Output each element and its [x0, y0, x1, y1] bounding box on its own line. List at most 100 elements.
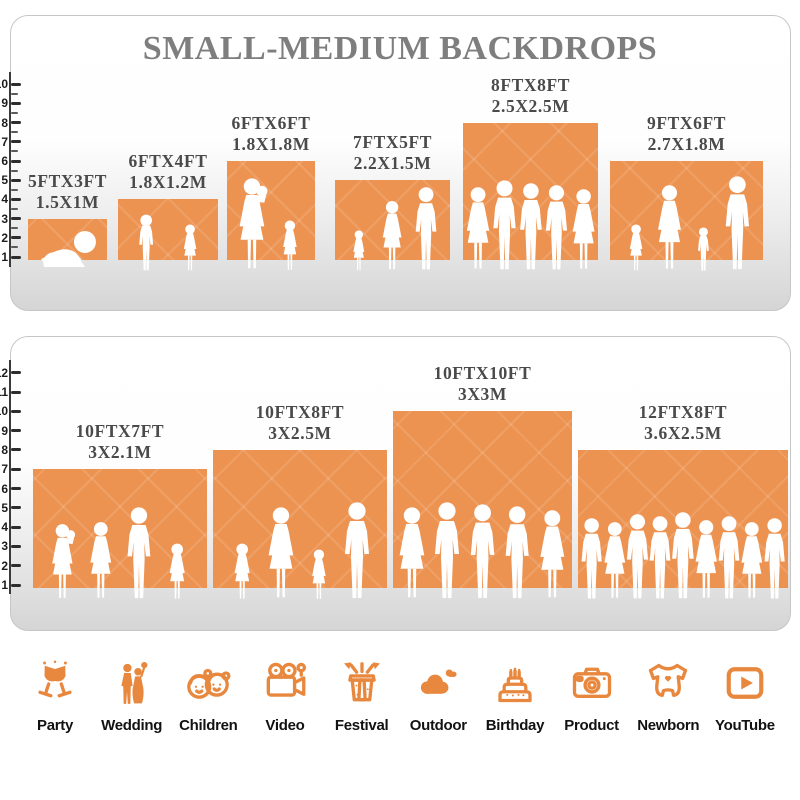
girl-silhouette	[626, 224, 646, 272]
man-silhouette	[119, 506, 159, 601]
bar-size-label: 12FTX8FT 3.6X2.5M	[593, 402, 773, 444]
axis-tick	[11, 236, 21, 240]
man-silhouette	[711, 515, 747, 601]
category-label: Festival	[334, 717, 389, 734]
wedding-icon	[107, 658, 157, 708]
axis-tick-label: 2	[1, 230, 8, 245]
axis-minor-tick	[11, 227, 18, 230]
bar-size-m: 1.5X1M	[35, 191, 100, 212]
youtube-icon	[720, 658, 770, 708]
man-silhouette	[408, 186, 444, 272]
bar-size-ft: 10FTX10FT	[433, 363, 532, 384]
axis-tick-label: 12	[0, 365, 8, 380]
category-item-video: Video	[250, 658, 320, 734]
woman-silhouette	[261, 506, 301, 601]
boy-silhouette	[134, 214, 158, 272]
man-silhouette	[336, 501, 378, 601]
category-label: Newborn	[637, 717, 700, 734]
bar-size-label: 10FTX8FT 3X2.5M	[210, 402, 390, 444]
category-row: Party Wedding Children Video Festival	[20, 658, 780, 758]
axis-tick	[11, 487, 21, 490]
bar-size-ft: 7FTX5FT	[352, 132, 433, 153]
man-silhouette	[485, 179, 524, 272]
category-item-product: Product	[557, 658, 627, 734]
category-label: Children	[179, 717, 238, 734]
girl-silhouette	[279, 220, 301, 272]
axis-tick	[11, 255, 21, 259]
axis-tick-label: 1	[1, 578, 8, 592]
festival-icon	[337, 658, 387, 708]
man-silhouette	[426, 501, 468, 601]
woman-silhouette	[598, 521, 632, 601]
woman-silhouette	[84, 521, 118, 601]
category-label: Product	[564, 717, 619, 734]
woman-carrying-child-silhouette	[46, 523, 79, 601]
girl-silhouette	[165, 543, 189, 601]
woman-silhouette	[651, 184, 688, 272]
axis-tick-label: 2	[1, 558, 8, 573]
man-silhouette	[717, 175, 758, 272]
girl-silhouette	[180, 224, 200, 272]
bar-size-m: 2.7X1.8M	[647, 134, 726, 154]
axis-tick	[11, 140, 21, 144]
bar-size-ft: 12FTX8FT	[638, 401, 728, 422]
axis-tick-label: 4	[1, 520, 8, 535]
axis-tick	[11, 159, 21, 163]
man-silhouette	[538, 184, 575, 272]
bar-size-m: 2.2X1.5M	[353, 153, 432, 174]
axis-tick	[11, 564, 21, 568]
axis-tick	[11, 178, 21, 182]
birthday-icon	[490, 658, 540, 708]
man-silhouette	[462, 503, 503, 601]
bar-size-ft: 9FTX6FT	[646, 113, 727, 133]
axis-tick	[11, 448, 21, 452]
man-silhouette	[664, 511, 702, 601]
bar-size-ft: 10FTX7FT	[75, 421, 165, 442]
axis-minor-tick	[11, 188, 18, 191]
girl-silhouette	[308, 549, 330, 601]
category-item-festival: Festival	[327, 658, 397, 734]
axis-tick-label: 7	[1, 134, 8, 149]
bar-size-m: 3X2.1M	[88, 442, 152, 463]
axis-tick-label: 6	[1, 481, 8, 496]
category-label: YouTube	[714, 717, 775, 734]
man-silhouette	[497, 505, 537, 601]
page-title: SMALL-MEDIUM BACKDROPS	[142, 30, 658, 67]
bar-size-m: 1.8X1.8M	[232, 134, 310, 154]
category-item-newborn: Newborn	[633, 658, 703, 734]
bar-size-m: 1.8X1.2M	[129, 172, 207, 193]
bar-size-label: 10FTX7FT 3X2.1M	[30, 421, 210, 463]
backdrop-size-bar	[118, 199, 218, 260]
axis-minor-tick	[11, 112, 18, 114]
axis-minor-tick	[11, 131, 18, 134]
axis-tick	[11, 101, 21, 105]
bar-size-m: 3X3M	[457, 384, 508, 405]
axis-tick	[11, 525, 21, 529]
axis-tick-label: 11	[0, 385, 8, 399]
bar-size-ft: 10FTX8FT	[255, 401, 345, 422]
woman-silhouette	[392, 506, 432, 601]
bar-size-label: 6FTX6FT 1.8X1.8M	[181, 113, 361, 155]
man-silhouette	[619, 513, 656, 601]
backdrop-size-bar	[227, 161, 315, 260]
category-label: Video	[265, 717, 305, 734]
bar-size-label: 7FTX5FT 2.2X1.5M	[303, 132, 483, 174]
axis-tick	[11, 409, 21, 413]
axis-tick	[11, 82, 21, 86]
axis-tick-label: 10	[0, 77, 8, 92]
axis-minor-tick	[11, 246, 18, 249]
bar-size-label: 8FTX8FT 2.5X2.5M	[441, 75, 621, 117]
axis-tick-label: 1	[1, 250, 8, 264]
video-icon	[260, 658, 310, 708]
axis-tick-label: 5	[1, 500, 8, 515]
category-label: Wedding	[101, 717, 163, 734]
category-label: Outdoor	[409, 717, 467, 734]
category-item-wedding: Wedding	[97, 658, 167, 734]
y-axis-line	[9, 360, 11, 594]
crawling-baby-silhouette	[36, 226, 100, 272]
category-item-party: Party	[20, 658, 90, 734]
man-silhouette	[574, 517, 609, 601]
axis-tick	[11, 390, 21, 394]
axis-tick-label: 10	[0, 404, 8, 419]
